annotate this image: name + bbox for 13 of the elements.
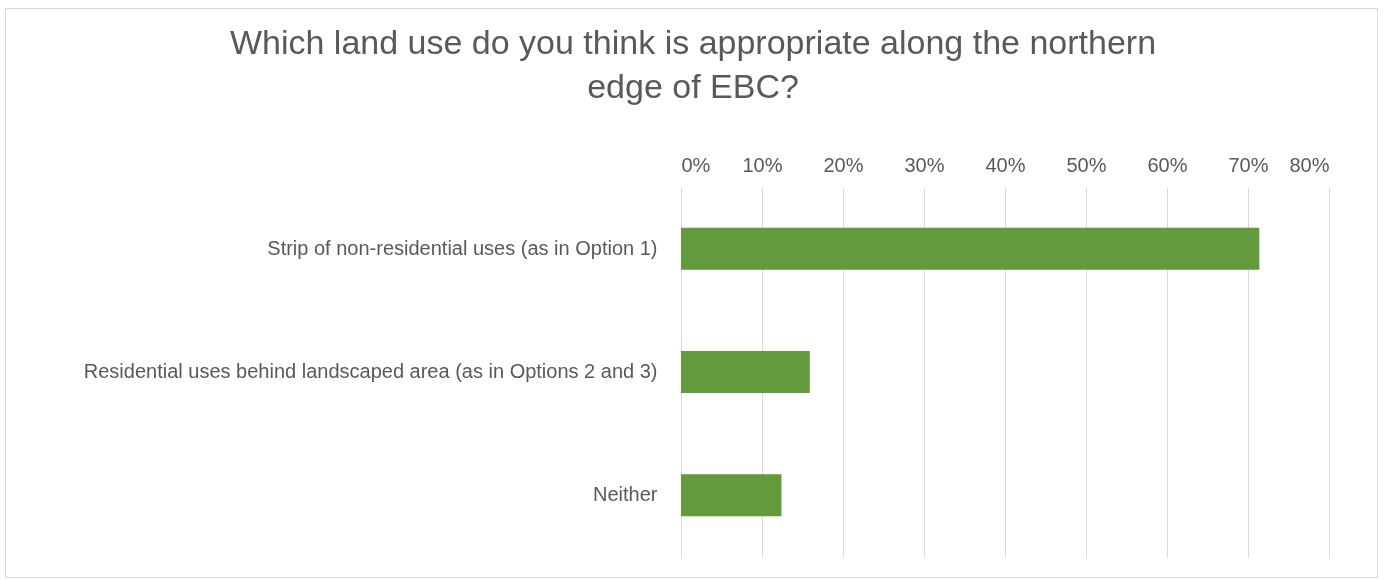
y-tick-label: Neither (593, 483, 658, 506)
x-tick-label: 50% (1066, 153, 1107, 176)
x-tick-label: 30% (904, 153, 945, 176)
x-tick-label: 40% (985, 153, 1026, 176)
y-tick-label: Strip of non-residential uses (as in Option 1) (267, 236, 658, 259)
y-tick-label: Residential uses behind landscaped area (as in Options 2 and 3) (83, 360, 658, 382)
x-tick-label: 80% (1289, 153, 1330, 176)
x-tick-label: 0% (681, 153, 711, 176)
chart-title: Which land use do you think is appropriate along the northern edge of EBC? (229, 23, 1157, 105)
x-tick-label: 20% (823, 153, 864, 176)
x-tick-label: 70% (1228, 153, 1269, 176)
x-tick-label: 10% (742, 153, 783, 176)
x-tick-label: 60% (1147, 153, 1188, 176)
